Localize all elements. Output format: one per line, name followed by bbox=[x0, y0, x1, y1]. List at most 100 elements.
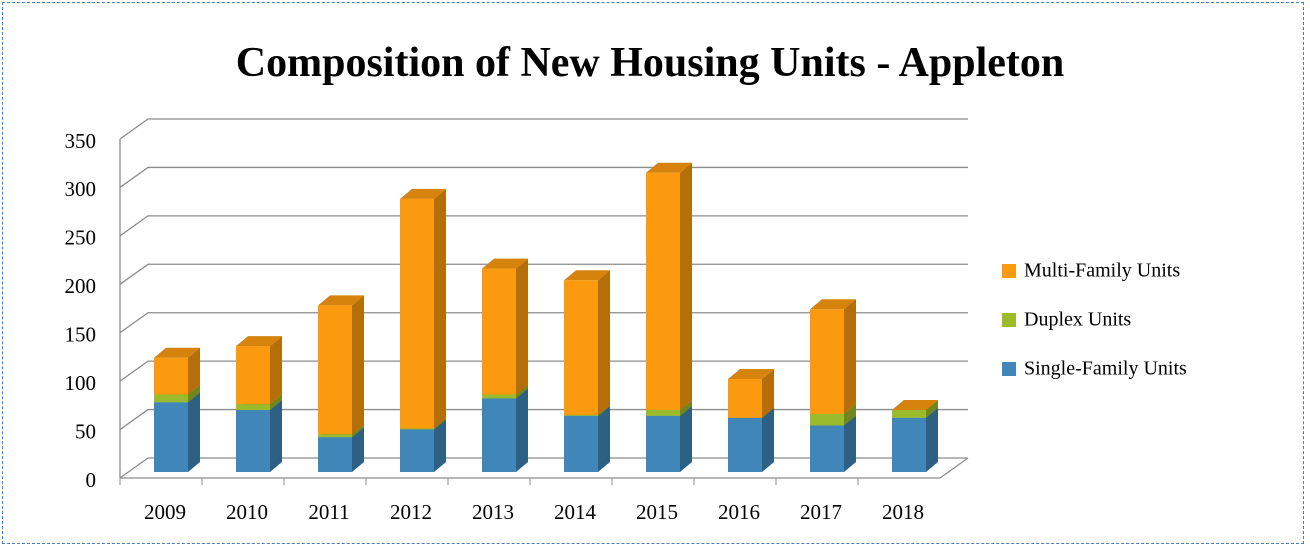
legend-label: Duplex Units bbox=[1024, 309, 1131, 331]
bar-side bbox=[844, 299, 856, 414]
bar-front bbox=[810, 413, 844, 426]
bar-side bbox=[352, 427, 364, 472]
bar-segment bbox=[892, 400, 938, 411]
bar-side bbox=[270, 336, 282, 405]
bar-segment bbox=[482, 388, 528, 472]
bar-front bbox=[400, 198, 434, 429]
bar-side bbox=[188, 392, 200, 472]
bar-top bbox=[564, 270, 610, 281]
bar-front bbox=[810, 309, 844, 414]
bar-top bbox=[892, 400, 938, 411]
grid-line bbox=[119, 312, 968, 334]
bar-side bbox=[188, 384, 200, 403]
bar-side bbox=[434, 419, 446, 472]
bar-front bbox=[482, 268, 516, 395]
x-tick-label: 2014 bbox=[554, 500, 597, 524]
bar-side bbox=[434, 188, 446, 429]
y-tick-label: 200 bbox=[65, 274, 97, 298]
bar-segment bbox=[236, 336, 282, 405]
legend-label: Multi-Family Units bbox=[1024, 260, 1180, 282]
legend-label: Single-Family Units bbox=[1024, 358, 1187, 380]
bar-segment bbox=[646, 162, 692, 411]
bar-top bbox=[154, 347, 200, 358]
bar-front bbox=[728, 379, 762, 418]
bar-side bbox=[516, 258, 528, 395]
bar-front bbox=[564, 415, 598, 472]
y-tick-label: 100 bbox=[65, 371, 97, 395]
bar-side bbox=[270, 400, 282, 472]
bar-side bbox=[270, 394, 282, 411]
x-tick-label: 2015 bbox=[636, 500, 678, 524]
x-tick-label: 2018 bbox=[882, 500, 924, 524]
bar-front bbox=[892, 410, 926, 418]
bar-segment bbox=[154, 392, 200, 472]
x-tick-label: 2010 bbox=[226, 500, 268, 524]
x-tick-label: 2012 bbox=[390, 500, 432, 524]
bar-top bbox=[646, 162, 692, 173]
bar-top bbox=[482, 258, 528, 269]
bar-segment bbox=[400, 188, 446, 429]
grid-line bbox=[119, 408, 968, 431]
y-tick-label: 150 bbox=[65, 323, 97, 347]
grid-line bbox=[119, 360, 968, 382]
bar-segment bbox=[810, 299, 856, 414]
bar-front bbox=[892, 417, 926, 472]
bar-front bbox=[482, 394, 516, 399]
grid-line bbox=[119, 457, 968, 479]
y-tick-label: 0 bbox=[86, 468, 97, 492]
bar-side bbox=[598, 405, 610, 472]
bar-front bbox=[728, 417, 762, 472]
bar-side bbox=[762, 407, 774, 472]
legend-swatch bbox=[1002, 362, 1016, 376]
bar-side bbox=[844, 415, 856, 472]
bar-side bbox=[598, 404, 610, 416]
bar-top bbox=[318, 295, 364, 306]
y-tick-label: 50 bbox=[75, 419, 96, 443]
bar-side bbox=[598, 270, 610, 415]
grid-line bbox=[119, 263, 968, 285]
bar-side bbox=[188, 347, 200, 395]
bar-side bbox=[516, 384, 528, 399]
bar-front bbox=[564, 414, 598, 416]
bar-front bbox=[318, 434, 352, 438]
bar-side bbox=[680, 400, 692, 416]
bar-side bbox=[434, 418, 446, 430]
bar-front bbox=[482, 398, 516, 472]
bar-side bbox=[926, 407, 938, 472]
x-tick-label: 2016 bbox=[718, 500, 760, 524]
legend-swatch bbox=[1002, 313, 1016, 327]
bar-front bbox=[236, 410, 270, 472]
bar-segment bbox=[564, 270, 610, 415]
bar-side bbox=[352, 424, 364, 438]
bar-top bbox=[728, 369, 774, 380]
y-tick-label: 350 bbox=[65, 129, 97, 153]
bar-front bbox=[564, 280, 598, 415]
bar-front bbox=[318, 437, 352, 472]
bar-segment bbox=[728, 407, 774, 472]
bar-side bbox=[762, 369, 774, 418]
bar-front bbox=[646, 415, 680, 472]
bar-top bbox=[236, 336, 282, 347]
bar-segment bbox=[400, 419, 446, 472]
x-tick-label: 2011 bbox=[308, 500, 349, 524]
y-tick-label: 300 bbox=[65, 177, 97, 201]
bar-side bbox=[844, 403, 856, 426]
bar-front bbox=[154, 357, 188, 395]
bar-side bbox=[352, 295, 364, 435]
legend-swatch bbox=[1002, 264, 1016, 278]
bar-segment bbox=[154, 347, 200, 395]
bar-segment bbox=[236, 400, 282, 472]
bar-front bbox=[646, 410, 680, 416]
bar-front bbox=[810, 425, 844, 472]
bar-side bbox=[516, 388, 528, 472]
bar-front bbox=[236, 404, 270, 411]
grid-line bbox=[119, 166, 968, 188]
bar-segment bbox=[728, 369, 774, 418]
bar-segment bbox=[482, 258, 528, 395]
y-tick-label: 250 bbox=[65, 226, 97, 250]
grid-line bbox=[119, 118, 968, 140]
bar-front bbox=[154, 402, 188, 472]
bar-front bbox=[318, 305, 352, 435]
